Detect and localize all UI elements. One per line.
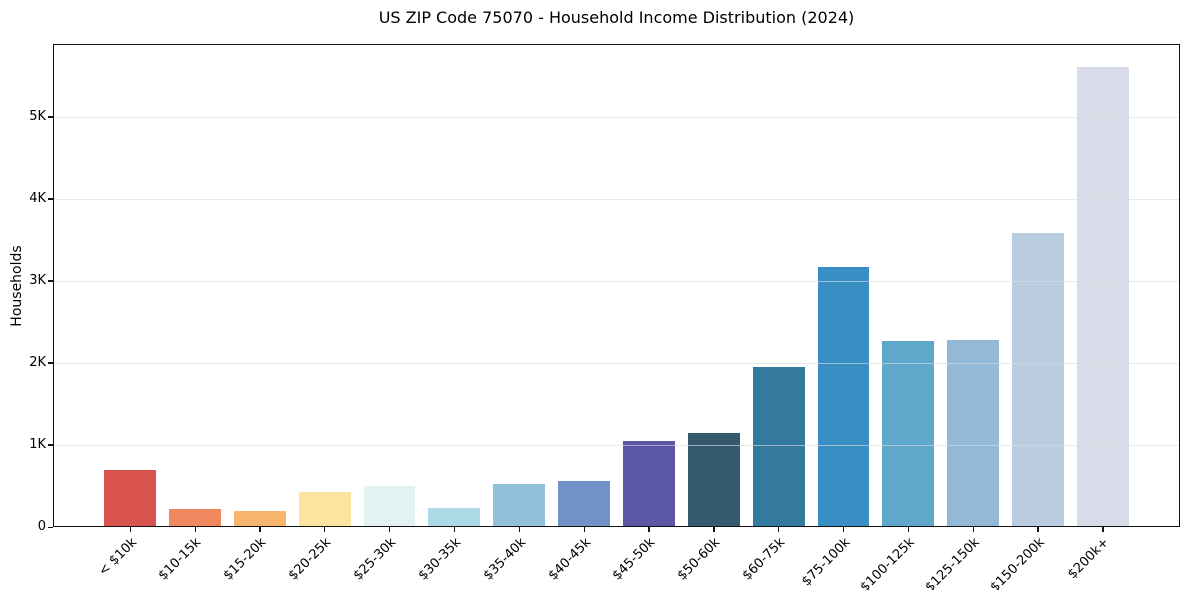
x-tick (324, 527, 326, 532)
gridline (54, 116, 1179, 118)
x-tick (713, 527, 715, 532)
x-tick-label: $50-60k (674, 535, 724, 584)
chart-title: US ZIP Code 75070 - Household Income Dis… (378, 8, 855, 27)
x-tick (842, 527, 845, 532)
y-tick (48, 444, 53, 446)
bar (363, 485, 416, 527)
y-tick-label: 4K (29, 190, 46, 206)
x-tick (907, 527, 910, 532)
bar (233, 510, 286, 527)
y-tick (48, 198, 53, 200)
y-tick (48, 362, 53, 364)
x-tick (389, 527, 391, 532)
bar (428, 508, 481, 527)
x-tick-label: $30-35k (415, 535, 464, 584)
y-tick (48, 280, 53, 282)
bar (752, 366, 805, 527)
bar (1012, 232, 1064, 527)
x-tick-label: $10-15k (156, 535, 205, 584)
y-tick-label: 3K (29, 272, 46, 288)
x-tick (1102, 527, 1104, 532)
x-tick-label: $15-20k (220, 535, 270, 584)
bar (104, 470, 157, 527)
gridline (54, 198, 1179, 200)
x-tick-label: < $10k (95, 535, 140, 580)
gridline (54, 362, 1179, 364)
bar (298, 492, 351, 527)
x-tick (648, 527, 650, 532)
gridline (54, 444, 1179, 446)
x-tick-label: $20-25k (285, 535, 335, 584)
bar (169, 508, 221, 527)
bar (1076, 66, 1129, 527)
x-tick-label: $125-150k (922, 535, 983, 590)
y-tick (48, 116, 53, 118)
bar (882, 340, 935, 527)
bar (622, 441, 675, 527)
x-tick (453, 527, 456, 532)
bar (817, 266, 870, 527)
bar (687, 432, 740, 527)
x-tick (1037, 527, 1039, 532)
y-tick-label: 1K (29, 436, 46, 452)
x-tick-label: $150-200k (987, 535, 1048, 590)
y-tick-label: 2K (29, 354, 46, 370)
bar (493, 483, 546, 527)
bar (558, 480, 610, 527)
x-tick-label: $45-50k (610, 535, 659, 584)
x-tick-label: $75-100k (798, 535, 854, 590)
x-tick (259, 527, 261, 532)
y-tick-label: 0 (37, 519, 46, 534)
y-tick-label: 5K (29, 108, 46, 124)
x-tick (194, 527, 196, 532)
y-tick (48, 526, 53, 528)
x-tick (778, 527, 780, 532)
gridline (54, 280, 1179, 282)
x-tick-label: $25-30k (350, 535, 400, 584)
x-tick-label: $40-45k (545, 535, 594, 584)
x-tick (129, 527, 131, 532)
x-tick-label: $35-40k (480, 535, 529, 584)
x-tick (518, 527, 521, 532)
x-tick (583, 527, 585, 532)
x-tick-label: $100-125k (857, 535, 918, 590)
bar (947, 339, 1000, 527)
x-tick-label: $200k+ (1065, 535, 1113, 583)
x-tick (972, 527, 974, 532)
x-tick-label: $60-75k (739, 535, 789, 584)
